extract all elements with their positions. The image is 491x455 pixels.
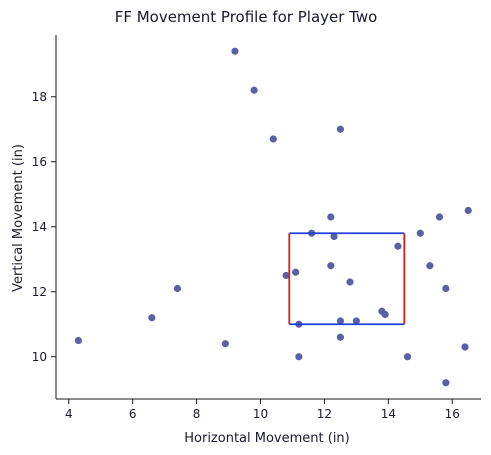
data-point <box>269 135 277 143</box>
chart-title: FF Movement Profile for Player Two <box>115 8 378 26</box>
data-point <box>231 47 239 55</box>
data-point <box>464 206 472 215</box>
data-point <box>327 213 335 221</box>
data-point <box>381 310 389 319</box>
data-point <box>282 271 290 280</box>
x-tick-label: 12 <box>317 407 332 421</box>
y-tick-label: 14 <box>32 220 47 234</box>
data-point <box>442 284 450 293</box>
data-point <box>292 268 300 276</box>
data-point <box>330 232 338 241</box>
data-point <box>403 353 412 361</box>
x-tick-label: 16 <box>445 407 460 421</box>
data-point <box>416 229 424 237</box>
data-point <box>221 340 229 348</box>
data-point <box>394 242 402 250</box>
data-point <box>346 278 354 286</box>
data-point <box>461 343 469 351</box>
data-point <box>250 86 258 94</box>
y-tick-label: 12 <box>32 285 47 299</box>
data-point <box>173 284 182 293</box>
data-point <box>336 317 344 325</box>
data-point <box>442 379 450 387</box>
x-tick-label: 10 <box>253 407 268 421</box>
plot-area: 4 6 8 10 12 14 16 10 12 14 16 18 <box>32 35 481 421</box>
data-point <box>352 317 360 325</box>
y-tick-label: 16 <box>32 155 47 169</box>
data-point <box>435 213 444 221</box>
data-point <box>295 353 303 361</box>
data-point <box>148 314 156 322</box>
data-point <box>426 262 434 270</box>
y-axis-label: Vertical Movement (in) <box>11 144 26 292</box>
data-point <box>327 262 335 270</box>
x-tick-label: 14 <box>381 407 396 421</box>
x-tick-label: 6 <box>129 407 137 421</box>
data-point <box>336 333 344 341</box>
data-point <box>74 336 82 345</box>
y-tick-label: 18 <box>32 90 47 104</box>
y-tick-label: 10 <box>32 350 47 364</box>
x-tick-label: 8 <box>193 407 201 421</box>
x-axis-label: Horizontal Movement (in) <box>184 431 350 446</box>
data-point <box>336 125 344 133</box>
x-tick-label: 4 <box>65 407 73 421</box>
